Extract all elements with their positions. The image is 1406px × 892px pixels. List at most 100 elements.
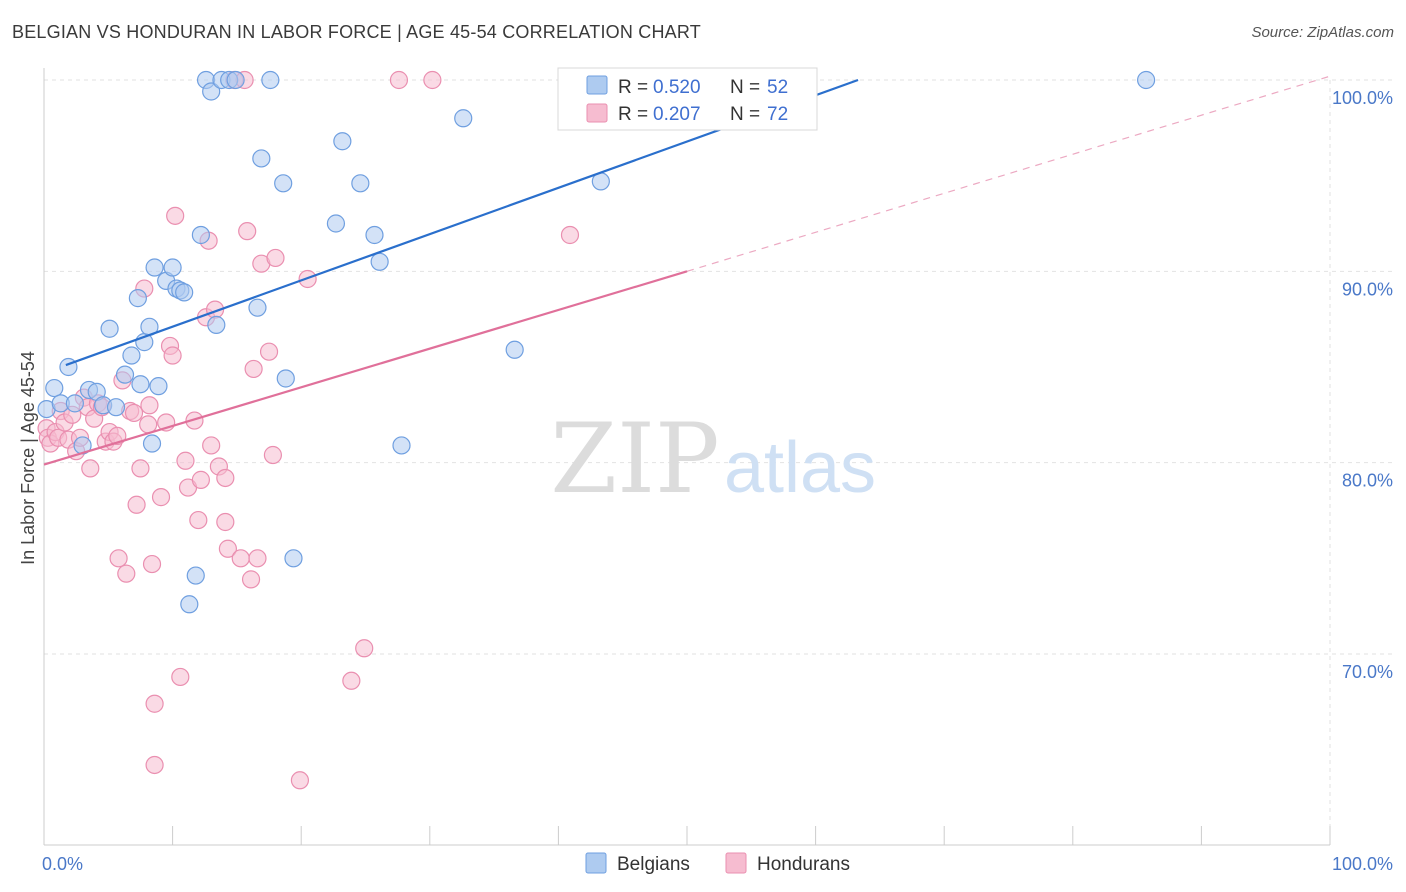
legend-swatch-belgians — [586, 75, 608, 95]
watermark: ZIP atlas — [550, 403, 876, 515]
watermark-zip: ZIP — [550, 403, 719, 515]
honduran-point — [145, 694, 164, 713]
belgian-point — [128, 289, 147, 308]
legend-r-label: R = — [618, 77, 648, 98]
honduran-point — [166, 206, 185, 225]
bottom-legend-hondurans: Hondurans — [757, 854, 850, 875]
honduran-point — [244, 359, 263, 379]
x-tick-label: 100.0% — [1332, 854, 1393, 874]
honduran-point — [171, 667, 190, 687]
honduran-point — [202, 436, 221, 455]
belgian-point — [115, 365, 135, 384]
legend-n-label: N = — [730, 77, 760, 98]
belgian-point — [142, 434, 162, 453]
y-tick-label: 90.0% — [1342, 279, 1393, 299]
belgian-point — [186, 566, 205, 585]
legend-box: R = 0.520 N = 52 R = 0.207 N = 72 — [557, 67, 818, 131]
belgian-point — [284, 549, 303, 568]
honduran-point — [238, 222, 257, 241]
honduran-point — [127, 495, 146, 514]
chart-title: BELGIAN VS HONDURAN IN LABOR FORCE | AGE… — [12, 22, 701, 42]
bottom-legend-swatch-hondurans — [725, 852, 747, 874]
honduran-point — [185, 411, 204, 430]
belgian-point — [226, 70, 245, 90]
honduran-point — [189, 510, 208, 530]
honduran-point — [216, 512, 235, 532]
bottom-legend-swatch-belgians — [585, 852, 607, 874]
honduran-point — [142, 554, 162, 574]
belgian-point — [207, 315, 226, 335]
honduran-point — [124, 403, 144, 423]
axes — [43, 68, 1331, 846]
honduran-point — [218, 539, 237, 558]
belgian-point — [100, 319, 119, 338]
legend-r-value: 0.520 — [653, 77, 701, 98]
belgian-point — [392, 436, 411, 455]
trend-extension — [686, 75, 1331, 272]
belgian-point — [351, 174, 370, 193]
belgian-point — [163, 258, 182, 277]
belgian-point — [149, 377, 168, 396]
y-tick-labels: 70.0% 80.0% 90.0% 100.0% — [1332, 88, 1393, 682]
belgian-point — [370, 252, 389, 271]
belgian-point — [333, 132, 352, 151]
belgian-point — [65, 394, 84, 413]
honduran-point — [151, 488, 171, 507]
honduran-point — [117, 564, 136, 583]
honduran-point — [109, 549, 128, 568]
belgian-point — [122, 346, 141, 365]
honduran-point — [355, 639, 374, 658]
belgian-point — [45, 378, 64, 398]
legend-n-value: 72 — [767, 104, 788, 125]
x-tick-label: 0.0% — [42, 854, 83, 874]
honduran-point — [163, 346, 182, 365]
belgian-point — [248, 298, 267, 317]
honduran-point — [423, 70, 442, 90]
y-tick-label: 70.0% — [1342, 662, 1393, 682]
belgian-point — [276, 369, 295, 388]
honduran-point — [176, 451, 195, 470]
y-tick-label: 80.0% — [1342, 471, 1393, 491]
honduran-point — [266, 248, 285, 268]
honduran-point — [81, 459, 100, 478]
belgian-point — [365, 225, 384, 245]
honduran-point — [131, 459, 150, 478]
legend-n-value: 52 — [767, 77, 788, 98]
x-tick-labels: 0.0% 100.0% — [42, 854, 1393, 874]
belgian-point — [145, 258, 164, 277]
honduran-point — [231, 549, 250, 568]
honduran-point — [560, 225, 580, 245]
watermark-atlas: atlas — [724, 428, 876, 508]
belgian-point — [505, 340, 524, 359]
belgian-point — [252, 149, 271, 168]
honduran-point — [263, 445, 283, 465]
honduran-point — [248, 549, 267, 568]
belgian-point — [175, 283, 194, 302]
y-tick-label: 100.0% — [1332, 88, 1393, 108]
legend-r-value: 0.207 — [653, 104, 701, 125]
belgian-point — [326, 214, 346, 233]
bottom-legend: Belgians Hondurans — [585, 852, 850, 875]
honduran-trend-line — [43, 270, 688, 466]
belgian-point — [131, 375, 150, 394]
source-label: Source: ZipAtlas.com — [1251, 24, 1394, 41]
honduran-point — [290, 771, 310, 790]
legend-r-label: R = — [618, 104, 648, 125]
belgian-point — [274, 174, 293, 193]
legend-n-label: N = — [730, 104, 760, 125]
honduran-point — [241, 570, 261, 589]
belgian-point — [261, 70, 280, 90]
honduran-point — [140, 396, 159, 415]
belgian-point — [1137, 70, 1156, 90]
honduran-point — [259, 342, 279, 361]
honduran-point — [216, 468, 235, 488]
belgian-point — [202, 82, 221, 101]
data-points — [37, 70, 1156, 790]
bottom-legend-belgians: Belgians — [617, 854, 690, 875]
belgian-point — [106, 398, 126, 417]
honduran-point — [389, 70, 409, 90]
belgian-point — [454, 109, 473, 128]
y-axis-label: In Labor Force | Age 45-54 — [18, 351, 38, 565]
honduran-point — [342, 671, 361, 690]
